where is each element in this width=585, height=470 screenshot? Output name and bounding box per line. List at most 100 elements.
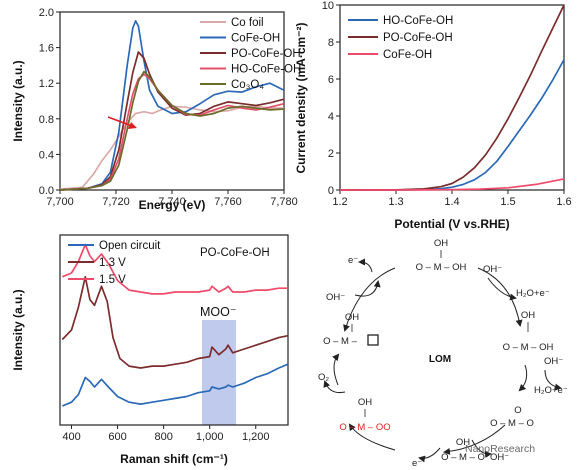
y-tick-label: 0.0 [39, 185, 54, 197]
y-tick-label: 2 [328, 148, 334, 160]
arrow-side [471, 439, 492, 458]
x-tick-label: 600 [108, 431, 126, 443]
species-left-bottom: O – M – OO [339, 422, 390, 433]
species-right-bottom: O – M – O [490, 418, 534, 429]
series-group [61, 243, 289, 407]
series-line [61, 243, 288, 295]
panel-xanes: 7,700 7,720 7,740 7,760 7,780 0.0 0.4 0.8 1.2 1.… [11, 7, 301, 212]
species-right-oh: OH [521, 310, 535, 321]
panel-sample-title: PO-CoFe-OH [200, 247, 270, 259]
x-tick-group: 400 600 800 1,000 1,200 [62, 425, 270, 443]
arrow-cycle [348, 423, 396, 451]
shift-arrow-head [128, 122, 137, 129]
y-tick-group: 0 2 4 6 8 10 [322, 0, 340, 197]
x-axis-label: Raman shift (cm⁻¹) [120, 452, 228, 466]
arrow-side [418, 447, 441, 463]
legend: Co foil CoFe-OH PO-CoFe-OH HO-CoFe-OH Co₃O₄ [200, 17, 301, 91]
moo-highlight-band [202, 320, 236, 425]
x-tick-label: 1.5 [500, 196, 515, 208]
legend-entry: 1.3 V [99, 257, 126, 269]
arrow-side [323, 380, 346, 393]
series-line [59, 105, 284, 190]
arrow-cycle [477, 267, 523, 327]
species-left-oh: OH [345, 312, 359, 323]
series-line [340, 178, 565, 191]
label-h2o: H₂O+e⁻ [534, 385, 568, 396]
legend-entry: 1.5 V [99, 274, 126, 286]
legend-entry: Open circuit [99, 240, 161, 252]
species-right-bottom-o: O [514, 405, 521, 416]
x-tick-label: 800 [154, 431, 172, 443]
series-group [339, 4, 565, 191]
x-tick-label: 400 [62, 431, 80, 443]
legend-entry: HO-CoFe-OH [231, 64, 301, 76]
y-tick-label: 0.8 [39, 114, 54, 126]
y-tick-label: 1.6 [39, 43, 54, 55]
arrow-side [544, 369, 562, 391]
vacancy-square-icon [367, 334, 379, 346]
x-tick-label: 7,700 [46, 196, 74, 208]
species-left: O – M – [323, 336, 358, 347]
series-group [59, 20, 285, 191]
x-tick-label: 7,740 [158, 196, 186, 208]
x-tick-group: 1.2 1.3 1.4 1.5 1.6 [332, 190, 572, 208]
species-left-bottom-oh: OH [358, 397, 372, 408]
panel-lom-diagram: OH O – M – OH OH O – M – OH O O – M – O … [318, 238, 568, 469]
arrow-cycle [443, 424, 506, 455]
species-right: O – M – OH [503, 342, 554, 353]
x-tick-label: 1,200 [242, 431, 270, 443]
y-tick-label: 6 [328, 74, 334, 86]
arrow-side [487, 277, 517, 301]
series-line [59, 20, 285, 191]
legend-entry: PO-CoFe-OH [383, 32, 453, 44]
y-tick-label: 2.0 [39, 7, 54, 19]
panel-lsv: 1.2 1.3 1.4 1.5 1.6 0 2 4 6 8 10 HO-CoFe-OH PO-CoF… [294, 0, 572, 231]
x-tick-label: 1.6 [556, 196, 571, 208]
legend-entry: CoFe-OH [231, 33, 280, 45]
y-tick-label: 8 [328, 37, 334, 49]
legend-entry: Co foil [231, 17, 264, 29]
legend-entry: HO-CoFe-OH [383, 15, 453, 27]
axes-frame [59, 234, 289, 426]
x-axis-label: Energy (eV) [139, 198, 206, 212]
label-o2: O₂ [318, 372, 329, 383]
x-tick-label: 7,760 [214, 196, 242, 208]
series-line [61, 363, 289, 407]
legend-entry: PO-CoFe-OH [231, 48, 301, 60]
label-oh: OH⁻ [326, 292, 345, 303]
x-tick-label: 7,720 [102, 196, 130, 208]
label-oh: OH⁻ [544, 356, 563, 367]
series-line [339, 4, 565, 191]
x-tick-label: 1.3 [388, 196, 403, 208]
arrow-cycle [332, 353, 340, 386]
panel-raman: 400 600 800 1,000 1,200 Open circuit 1.3 V 1.5… [11, 234, 289, 466]
y-tick-label: 0.4 [39, 149, 54, 161]
arrow-side [354, 280, 381, 297]
y-tick-label: 0 [328, 185, 334, 197]
series-line [61, 275, 289, 369]
x-axis-label: Potential (V vs.RHE) [394, 217, 509, 231]
label-h2o: H₂O+e⁻ [516, 288, 550, 299]
moo-annotation: MOO⁻ [200, 305, 236, 319]
arrow-side [358, 258, 373, 273]
y-tick-label: 4 [328, 111, 334, 123]
x-tick-label: 1.4 [444, 196, 459, 208]
arrow-cycle [518, 364, 528, 392]
watermark-text: NanoResearch [465, 443, 535, 455]
legend: Open circuit 1.3 V 1.5 V [68, 240, 161, 286]
shift-arrow-line [107, 116, 133, 127]
y-tick-label: 10 [322, 0, 334, 12]
x-tick-label: 1.2 [332, 196, 347, 208]
arrow-cycle [343, 267, 396, 332]
label-e: e⁻ [348, 255, 358, 266]
series-line [59, 70, 285, 191]
legend-entry: CoFe-OH [383, 49, 432, 61]
species-bottom: O – M – O [441, 452, 485, 463]
y-tick-group: 0.0 0.4 0.8 1.2 1.6 2.0 [39, 7, 60, 197]
y-tick-label: 1.2 [39, 78, 54, 90]
label-oh: OH⁻ [490, 452, 509, 463]
x-tick-label: 7,780 [270, 196, 298, 208]
lom-center-label: LOM [429, 354, 451, 365]
species-bottom-oh: OH [456, 437, 470, 448]
